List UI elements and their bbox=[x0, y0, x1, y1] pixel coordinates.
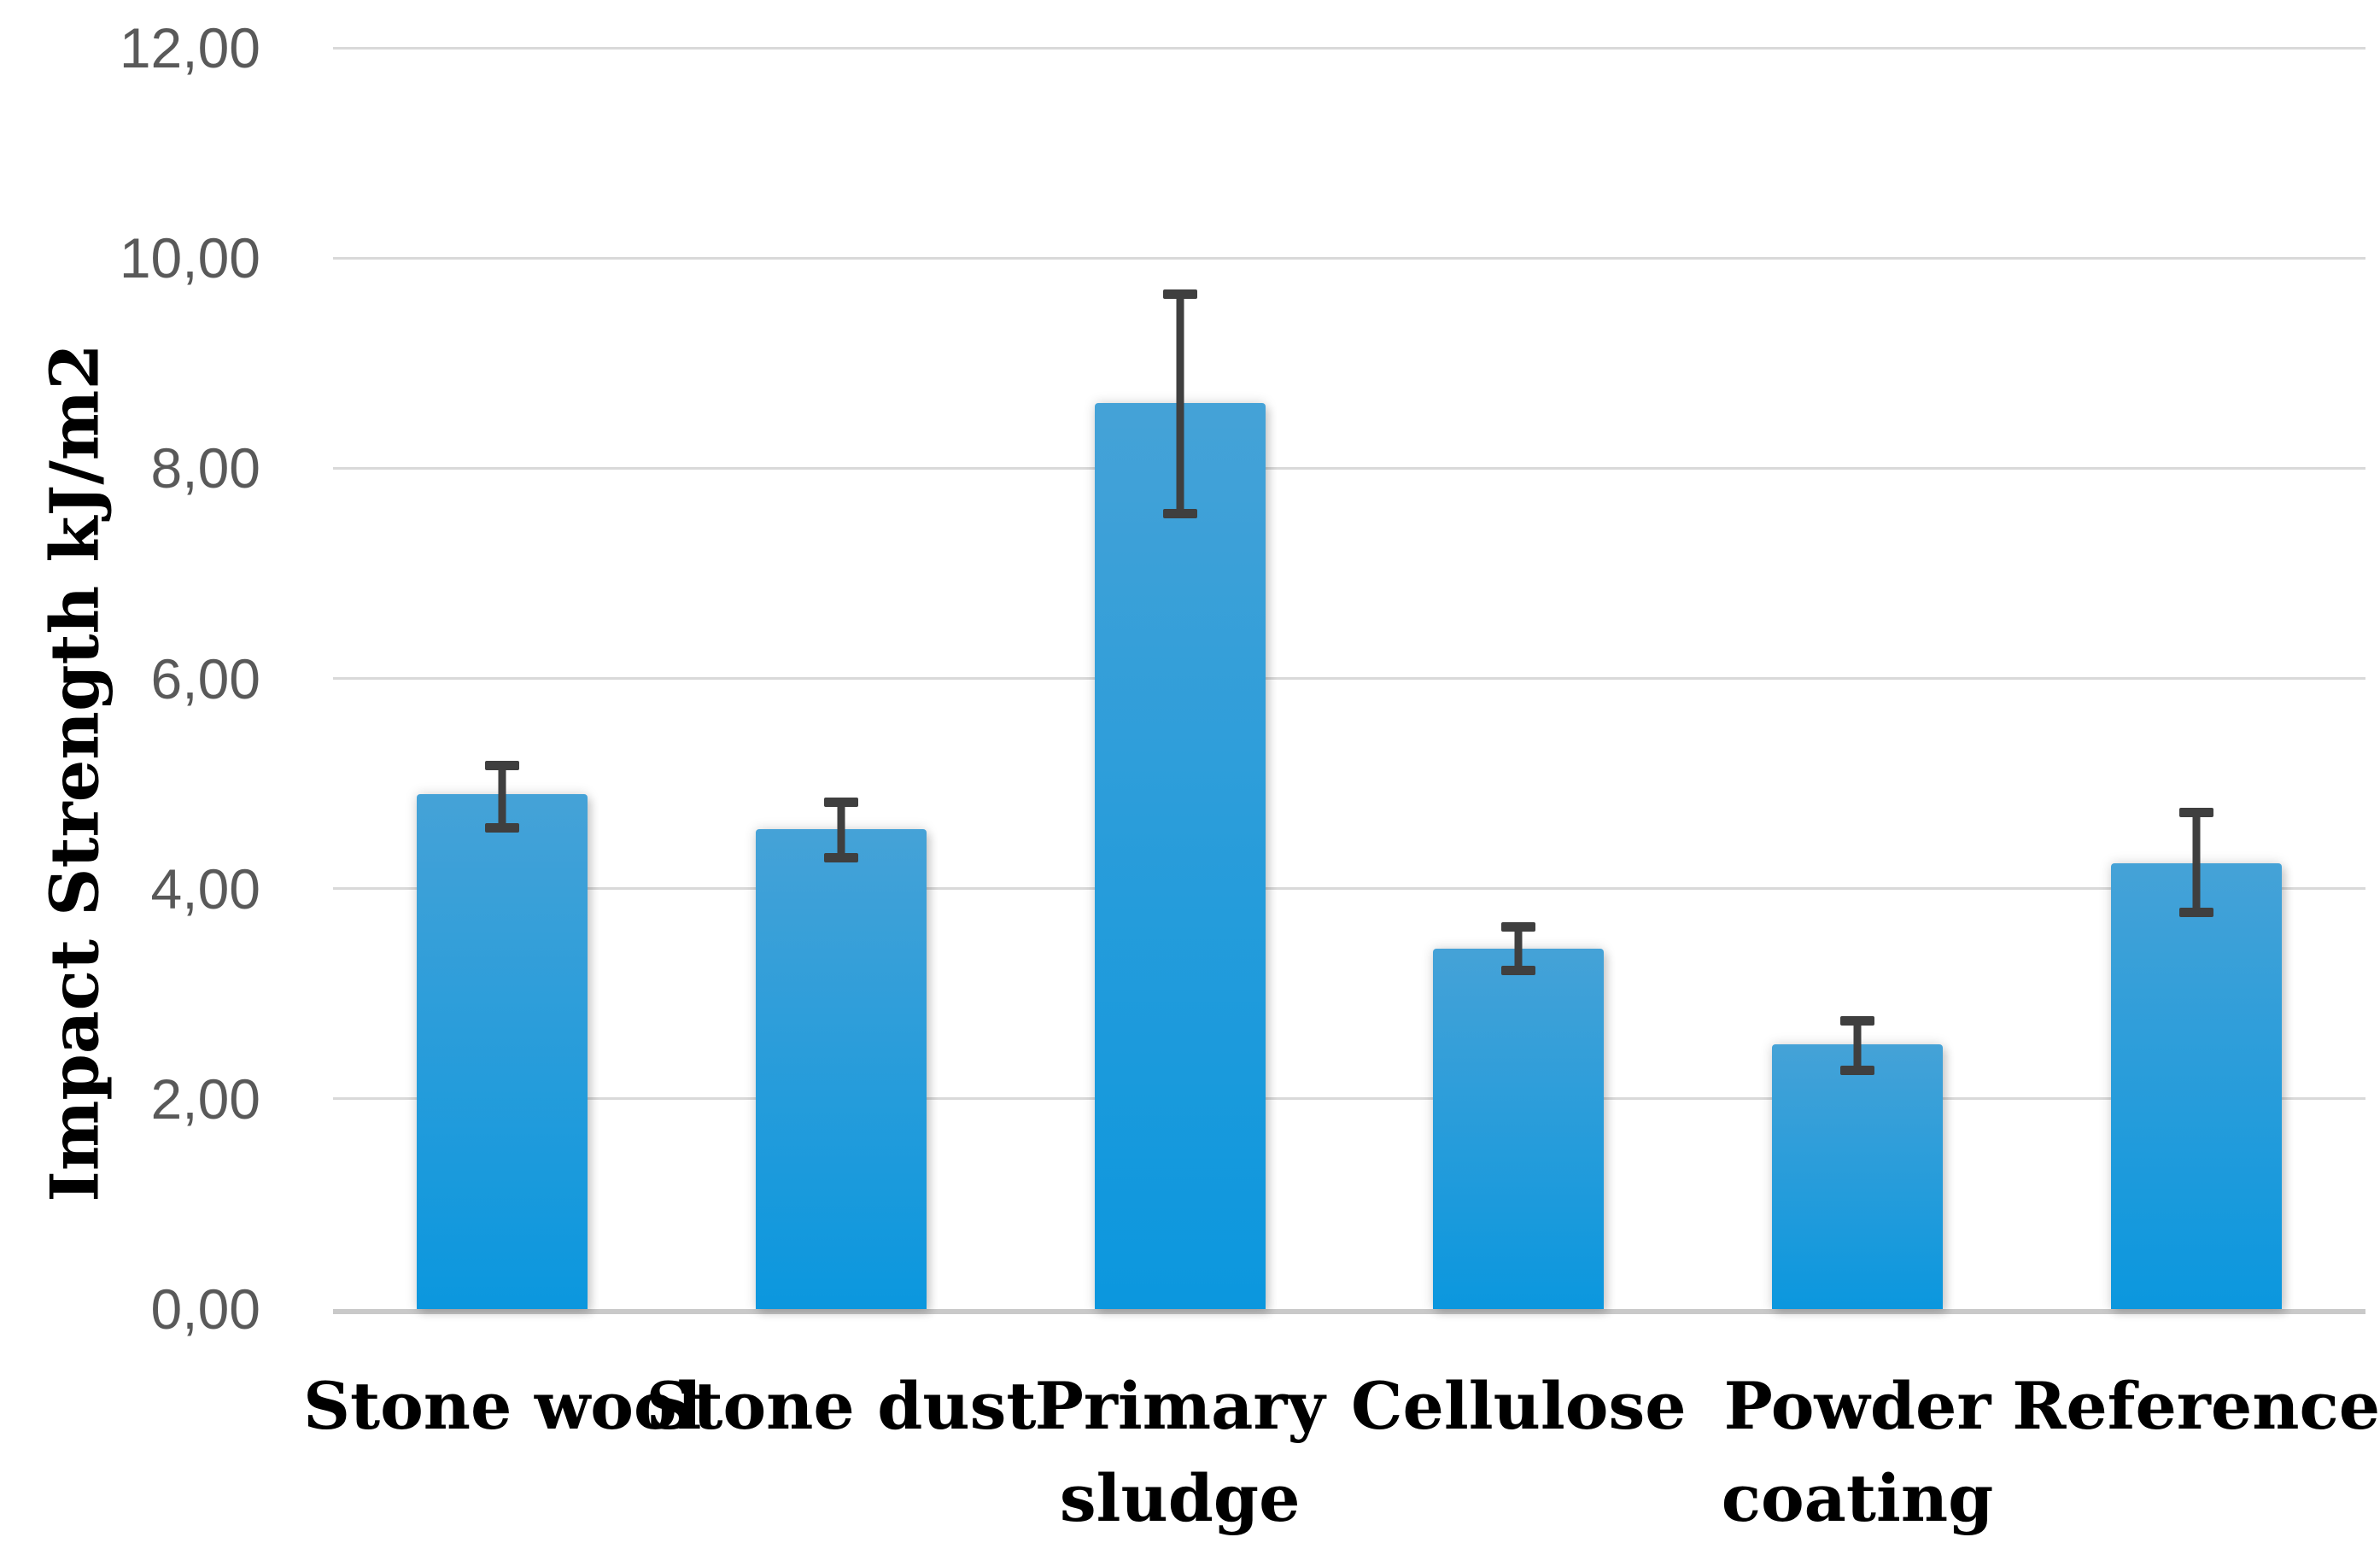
error-bar-cap-bottom bbox=[1840, 1065, 1874, 1075]
gridline bbox=[333, 1097, 2365, 1101]
error-bar-cap-bottom bbox=[485, 823, 520, 833]
bar-reference bbox=[2110, 863, 2282, 1309]
error-bar-line bbox=[1176, 289, 1184, 519]
x-category-label-powder-coating: Powder coating bbox=[1721, 1368, 1994, 1536]
error-bar-cap-top bbox=[1501, 922, 1536, 932]
error-bar-cap-top bbox=[1162, 289, 1197, 300]
error-bar-stone-wool bbox=[485, 760, 520, 833]
error-bar-cap-bottom bbox=[1162, 509, 1197, 519]
plot-area bbox=[333, 46, 2365, 1314]
error-bar-cap-top bbox=[485, 760, 520, 770]
error-bar-line bbox=[2192, 807, 2201, 917]
error-bar-reference bbox=[2178, 807, 2213, 917]
gridline bbox=[333, 256, 2365, 260]
bar-stone-wool bbox=[417, 793, 588, 1309]
error-bar-line bbox=[1853, 1015, 1862, 1075]
x-category-label-stone-wool: Stone wool bbox=[303, 1368, 702, 1444]
x-category-label-reference: Reference bbox=[2012, 1368, 2380, 1444]
error-bar-line bbox=[837, 797, 845, 862]
bar-powder-coating bbox=[1772, 1043, 1943, 1309]
error-bar-cap-bottom bbox=[2178, 907, 2213, 917]
bar-primary-sludge bbox=[1094, 403, 1266, 1309]
error-bar-powder-coating bbox=[1840, 1015, 1874, 1075]
bar-cellulose bbox=[1433, 948, 1605, 1309]
error-bar-stone-dust bbox=[824, 797, 858, 862]
y-tick-label: 6,00 bbox=[150, 646, 260, 710]
y-tick-label: 0,00 bbox=[150, 1277, 260, 1341]
x-category-label-stone-dust: Stone dust bbox=[646, 1368, 1037, 1444]
error-bar-primary-sludge bbox=[1162, 289, 1197, 519]
error-bar-cap-bottom bbox=[824, 852, 858, 862]
x-category-label-primary-sludge: Primary sludge bbox=[1034, 1368, 1325, 1536]
gridline bbox=[333, 887, 2365, 891]
gridline bbox=[333, 466, 2365, 470]
error-bar-cap-top bbox=[824, 797, 858, 807]
error-bar-cellulose bbox=[1501, 922, 1536, 975]
error-bar-cap-top bbox=[2178, 807, 2213, 817]
error-bar-line bbox=[1514, 922, 1523, 975]
y-tick-label: 8,00 bbox=[150, 436, 260, 500]
bar-stone-dust bbox=[756, 828, 927, 1309]
error-bar-line bbox=[498, 760, 506, 833]
y-tick-label: 12,00 bbox=[119, 16, 260, 79]
error-bar-cap-top bbox=[1840, 1015, 1874, 1026]
y-tick-label: 2,00 bbox=[150, 1067, 260, 1131]
y-tick-label: 4,00 bbox=[150, 856, 260, 921]
x-axis-baseline bbox=[333, 1309, 2365, 1314]
y-tick-label: 10,00 bbox=[119, 226, 260, 290]
gridline bbox=[333, 46, 2365, 50]
x-category-label-cellulose: Cellulose bbox=[1351, 1368, 1687, 1444]
gridline bbox=[333, 677, 2365, 680]
error-bar-cap-bottom bbox=[1501, 965, 1536, 975]
